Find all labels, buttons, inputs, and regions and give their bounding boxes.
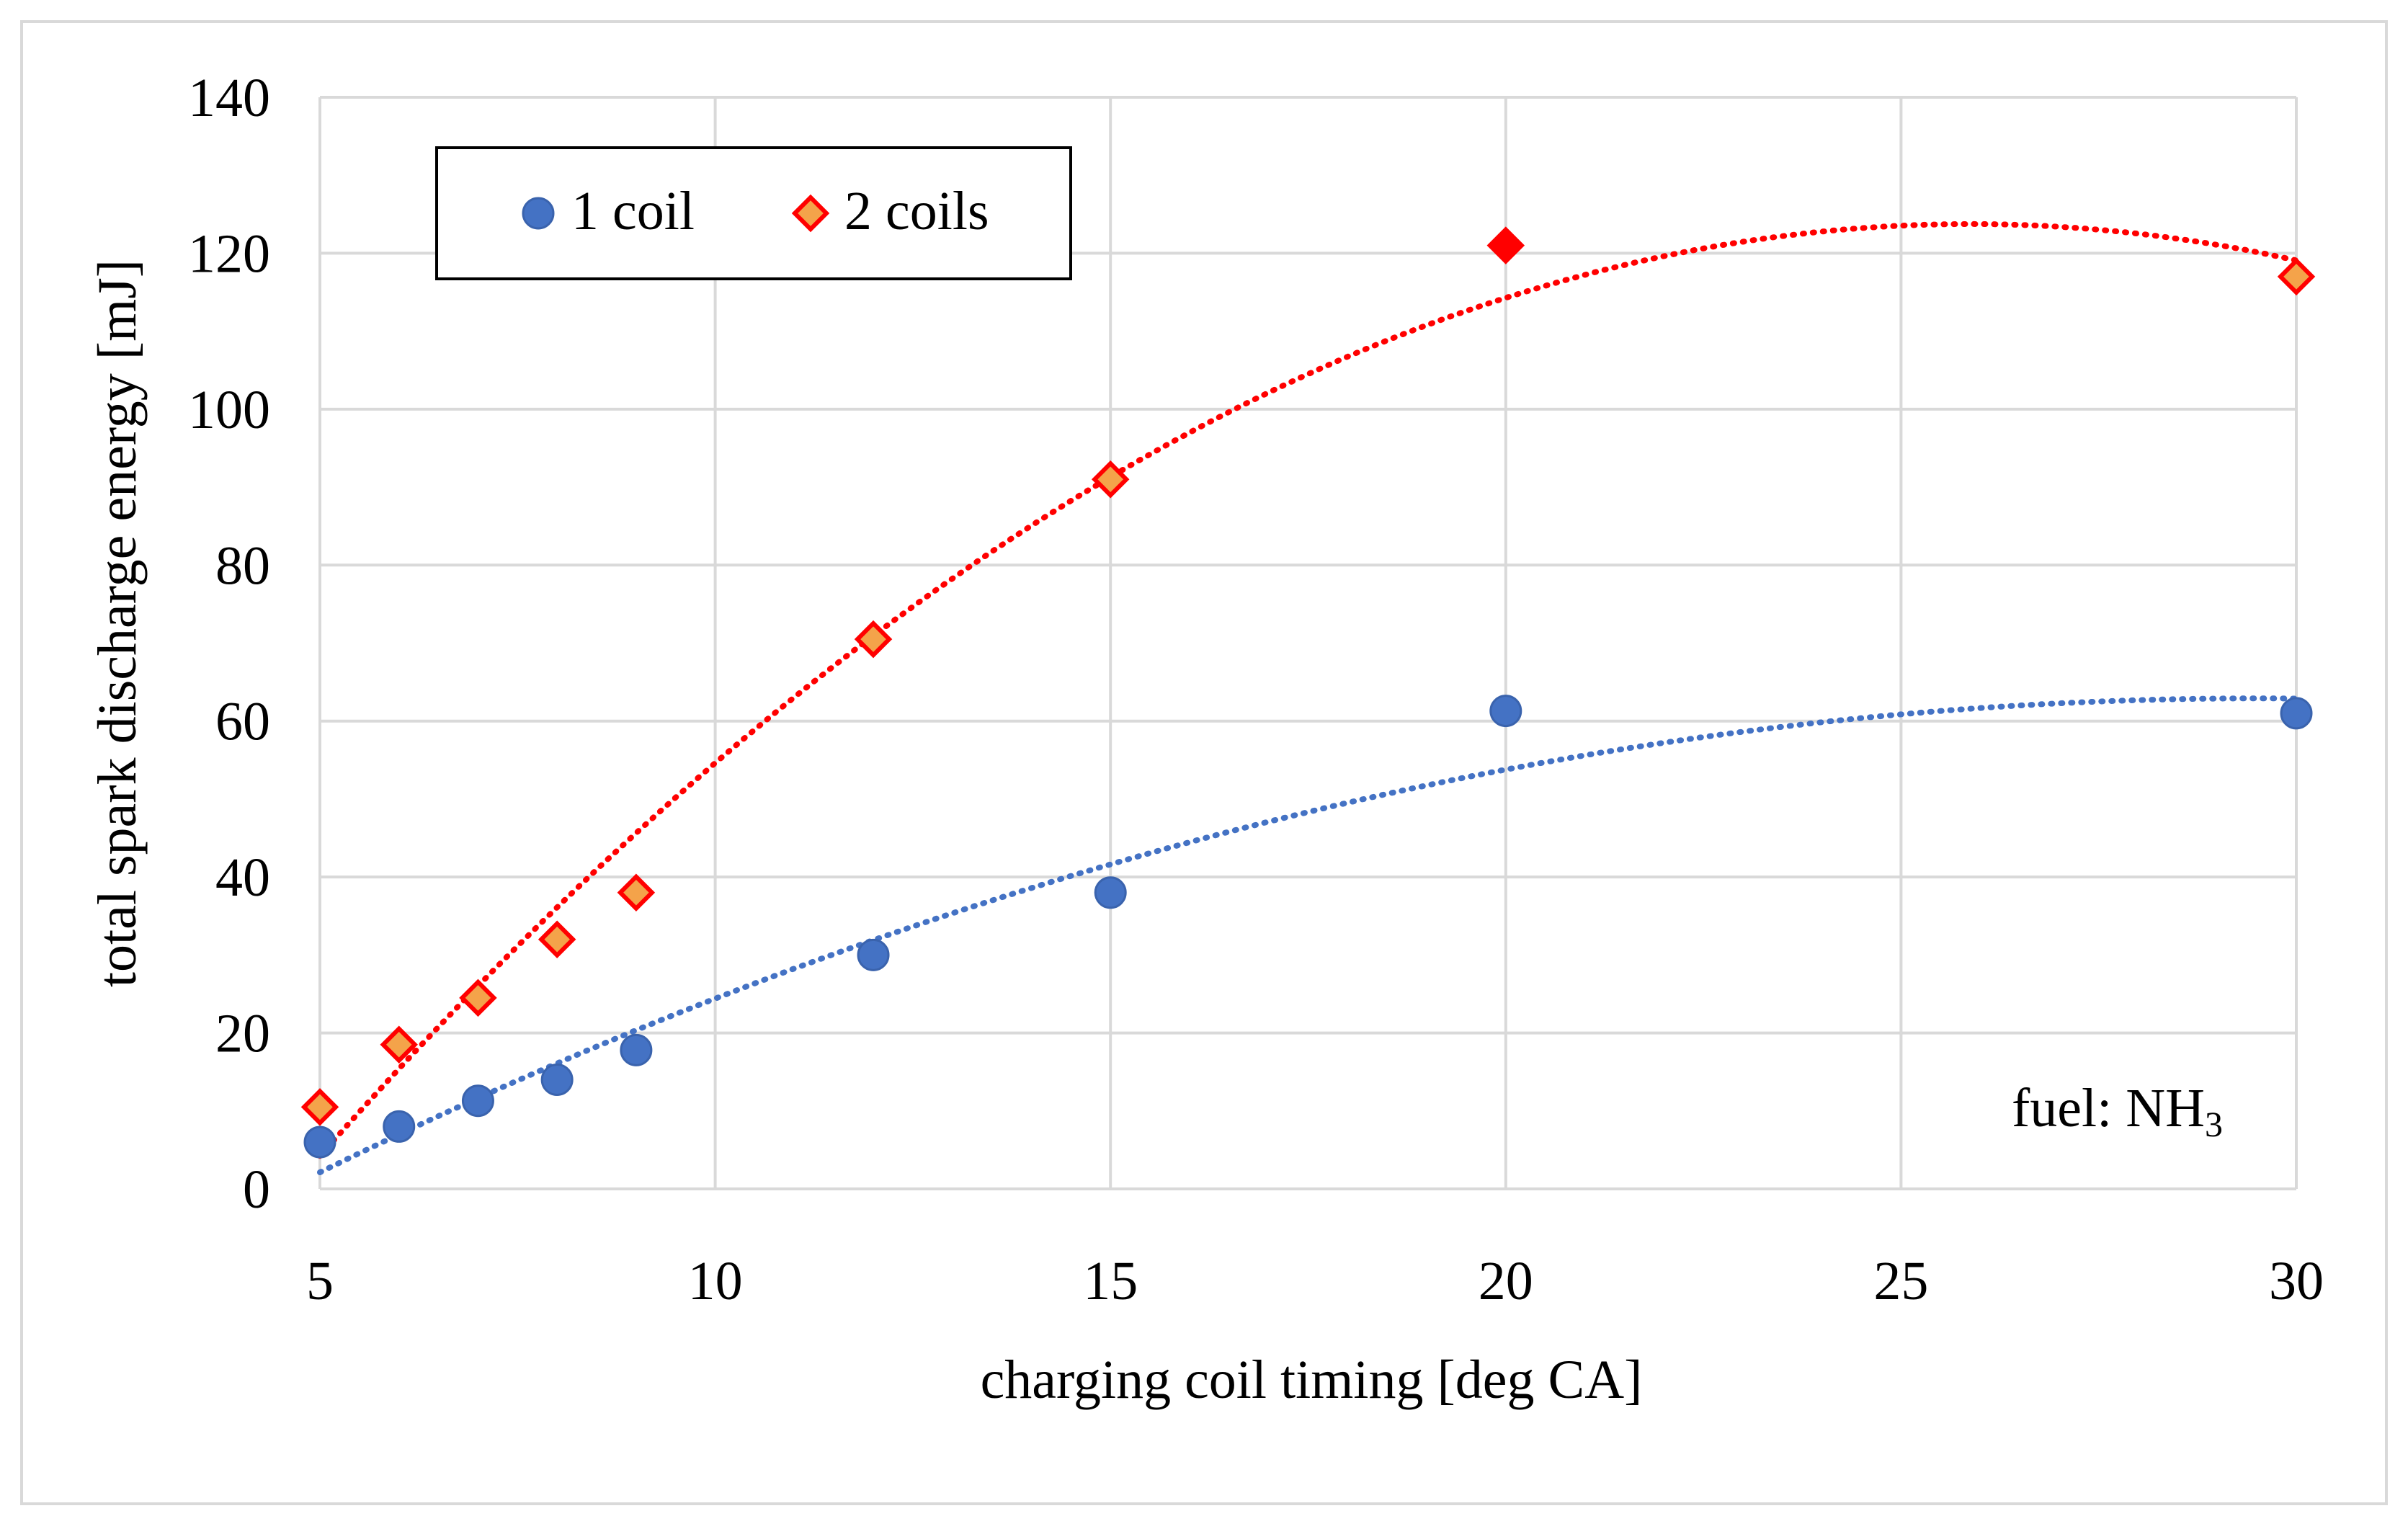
point-2-coils <box>617 873 656 912</box>
point-1-coil <box>620 1033 653 1066</box>
point-2-coils <box>538 920 576 958</box>
y-tick-label: 20 <box>215 1004 270 1064</box>
point-2-coils <box>459 979 497 1017</box>
point-1-coil <box>540 1064 574 1096</box>
y-tick-label: 140 <box>188 68 270 128</box>
trendlines <box>317 220 2299 1175</box>
trendline-1-coil <box>317 695 2299 1175</box>
y-tick-label: 100 <box>188 380 270 440</box>
fuel-annotation-text: fuel: NH <box>2012 1078 2205 1138</box>
y-tick-label: 60 <box>215 692 270 752</box>
y-tick-label: 0 <box>243 1159 270 1220</box>
legend-marker-1-coil <box>522 197 555 230</box>
point-2-coils <box>380 1025 418 1064</box>
y-axis-label: total spark discharge energy [mJ] <box>87 259 148 987</box>
x-tick-label: 5 <box>306 1251 334 1311</box>
point-2-coils <box>2277 257 2316 296</box>
legend-label-1-coil: 1 coil <box>571 181 695 241</box>
point-1-coil <box>857 938 890 971</box>
point-1-coil <box>1094 876 1127 909</box>
x-tick-label: 15 <box>1083 1251 1138 1311</box>
point-2-coils <box>854 620 893 659</box>
tick-labels: 0 20 40 60 80 100 120 140 5 10 15 20 25 30 <box>188 68 2324 1311</box>
point-1-coil <box>303 1125 336 1159</box>
y-tick-label: 120 <box>188 223 270 284</box>
x-tick-label: 20 <box>1479 1251 1533 1311</box>
point-1-coil <box>2280 697 2313 730</box>
fuel-annotation: fuel: NH3 <box>2012 1078 2223 1144</box>
fuel-annotation-subscript: 3 <box>2205 1104 2223 1144</box>
point-1-coil <box>461 1084 494 1118</box>
legend-marker-2-coils <box>791 194 830 233</box>
data-markers <box>300 226 2316 1159</box>
x-axis-label: charging coil timing [deg CA] <box>981 1350 1643 1410</box>
legend: 1 coil 2 coils <box>435 146 1072 280</box>
y-tick-label: 40 <box>215 847 270 908</box>
chart-border <box>20 20 2388 1505</box>
point-1-coil <box>1489 695 1522 728</box>
y-tick-label: 80 <box>215 535 270 596</box>
point-2-coils <box>1486 226 1525 264</box>
point-2-coils <box>300 1088 339 1126</box>
x-tick-label: 30 <box>2269 1251 2324 1311</box>
x-tick-label: 25 <box>1873 1251 1928 1311</box>
point-2-coils <box>1091 460 1130 499</box>
point-1-coil <box>383 1110 416 1143</box>
legend-label-2-coils: 2 coils <box>844 181 989 241</box>
trendline-2-coils <box>317 220 2299 1159</box>
x-tick-label: 10 <box>688 1251 743 1311</box>
